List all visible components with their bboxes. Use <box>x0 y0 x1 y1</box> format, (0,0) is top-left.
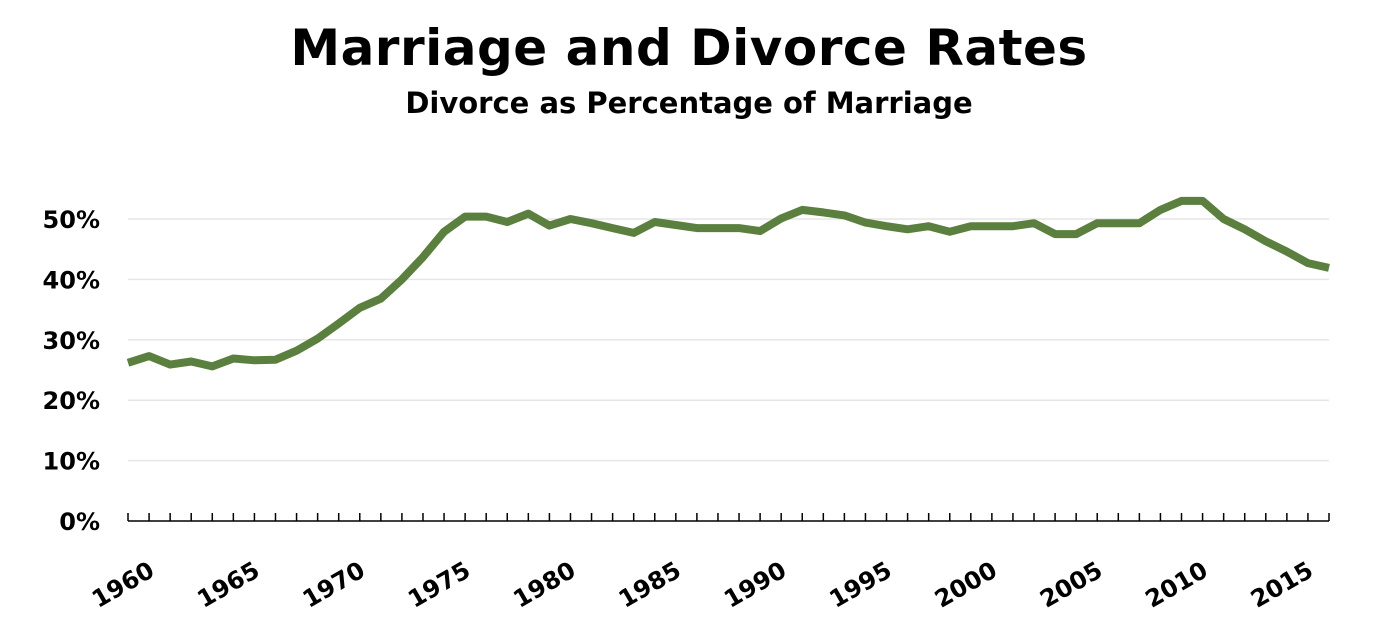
x-tick-label: 1975 <box>403 556 475 614</box>
y-tick-label: 10% <box>43 448 100 476</box>
x-tick-label: 1995 <box>825 556 897 614</box>
x-tick-label: 1985 <box>614 556 686 614</box>
x-tick-label: 2000 <box>930 556 1002 614</box>
x-tick-label: 2005 <box>1035 556 1107 614</box>
x-tick-label: 2015 <box>1246 556 1318 614</box>
x-tick-label: 1960 <box>87 556 159 614</box>
y-tick-label: 40% <box>43 266 100 294</box>
y-tick-label: 20% <box>43 387 100 415</box>
x-tick-label: 1970 <box>298 556 370 614</box>
y-tick-label: 50% <box>43 206 100 234</box>
series-line-0 <box>126 196 1330 371</box>
y-tick-label: 0% <box>59 508 100 536</box>
x-tick-label: 1990 <box>719 556 791 614</box>
y-tick-label: 30% <box>43 327 100 355</box>
chart-subtitle: Divorce as Percentage of Marriage <box>405 86 973 120</box>
chart-title: Marriage and Divorce Rates <box>290 19 1088 77</box>
x-tick-label: 1980 <box>509 556 581 614</box>
x-tick-label: 2010 <box>1141 556 1213 614</box>
x-tick-label: 1965 <box>193 556 265 614</box>
